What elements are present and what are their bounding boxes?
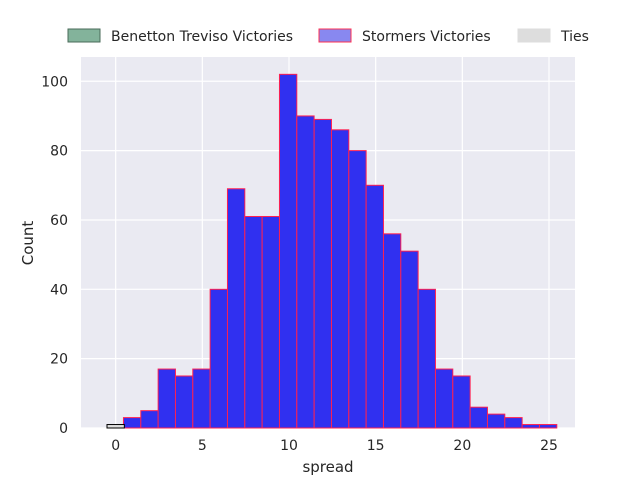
legend-item: Stormers Victories — [318, 28, 491, 45]
y-tick-label: 40 — [50, 282, 68, 298]
legend-swatch — [318, 28, 352, 43]
stormers-bar — [382, 233, 402, 429]
ties-bar — [106, 424, 125, 429]
stormers-bar — [452, 375, 471, 429]
stormers-bar — [226, 188, 246, 429]
bars — [106, 73, 558, 429]
stormers-bar — [313, 118, 332, 429]
stormers-bar — [157, 368, 176, 429]
stormers-bar — [244, 215, 263, 429]
stormers-bar — [504, 417, 523, 429]
y-tick-label: 100 — [41, 74, 68, 90]
stormers-bar — [278, 73, 298, 429]
stormers-bar — [192, 368, 211, 429]
legend-swatch — [67, 28, 101, 43]
stormers-bar — [434, 368, 454, 429]
x-tick-label: 25 — [540, 438, 558, 454]
x-tick-label: 15 — [367, 438, 385, 454]
y-axis-label: Count — [19, 221, 37, 266]
legend-swatch — [517, 28, 551, 43]
stormers-bar — [296, 115, 315, 429]
stormers-bar — [122, 417, 142, 429]
legend-label: Benetton Treviso Victories — [111, 29, 293, 45]
x-tick-label: 10 — [280, 438, 298, 454]
stormers-bar — [538, 424, 558, 429]
x-axis-label: spread — [302, 458, 353, 476]
stormers-bar — [261, 215, 280, 429]
y-tick-label: 60 — [50, 213, 68, 229]
y-tick-label: 80 — [50, 144, 68, 160]
x-tick-label: 5 — [198, 438, 207, 454]
stormers-bar — [365, 184, 384, 429]
y-tick-label: 20 — [50, 352, 68, 368]
stormers-bar — [209, 288, 228, 429]
y-tick-label: 0 — [59, 421, 68, 437]
stormers-bar — [348, 150, 367, 429]
stormers-bar — [521, 424, 540, 429]
x-tick-label: 20 — [453, 438, 471, 454]
stormers-bar — [330, 129, 350, 429]
legend-item: Benetton Treviso Victories — [67, 28, 293, 45]
legend-label: Stormers Victories — [362, 29, 491, 45]
legend-label: Ties — [560, 29, 589, 45]
tick-labels: 0 5 10 15 20 25 0 20 40 60 80 100 — [41, 74, 558, 454]
legend: Benetton Treviso Victories Stormers Victo… — [67, 28, 589, 45]
stormers-bar — [174, 375, 194, 429]
legend-item: Ties — [517, 28, 589, 45]
stormers-bar — [417, 288, 436, 429]
x-tick-label: 0 — [111, 438, 120, 454]
stormers-bar — [469, 406, 488, 429]
stormers-bar — [486, 413, 506, 429]
stormers-bar — [400, 250, 419, 429]
stormers-bar — [140, 410, 159, 429]
